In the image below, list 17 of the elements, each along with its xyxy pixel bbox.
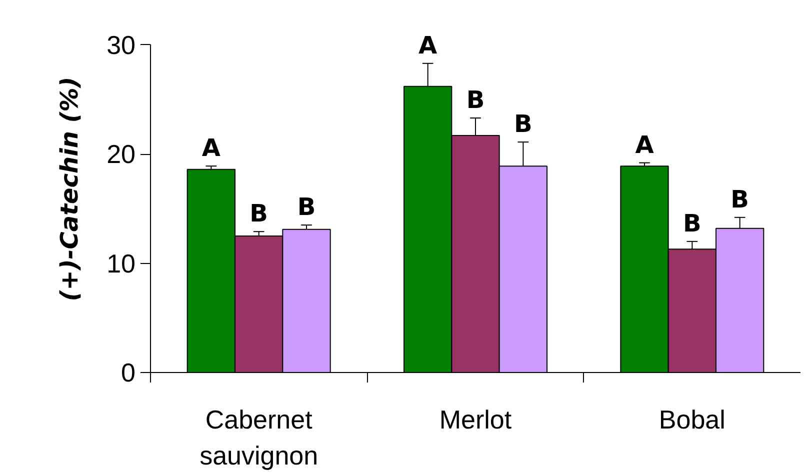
annotation: A [202,134,221,162]
y-tick-label: 30 [106,30,136,60]
annotation: B [297,193,316,222]
x-tick-label: Cabernet sauvignon [200,404,318,470]
y-tick-label: 0 [121,358,136,388]
y-tick-label: 10 [106,248,136,278]
annotation: B [250,200,268,228]
y-axis-title: (+)-Catechin (%) [56,76,84,302]
x-tick-label: Bobal [658,404,726,434]
x-tick-label: Merlot [439,404,512,434]
annotation: A [635,130,654,159]
annotation: B [466,86,485,114]
annotation: B [683,209,702,238]
annotation: B [730,185,749,214]
annotation: A [418,31,438,60]
y-tick-label: 20 [106,139,136,170]
annotation: B [514,110,532,138]
